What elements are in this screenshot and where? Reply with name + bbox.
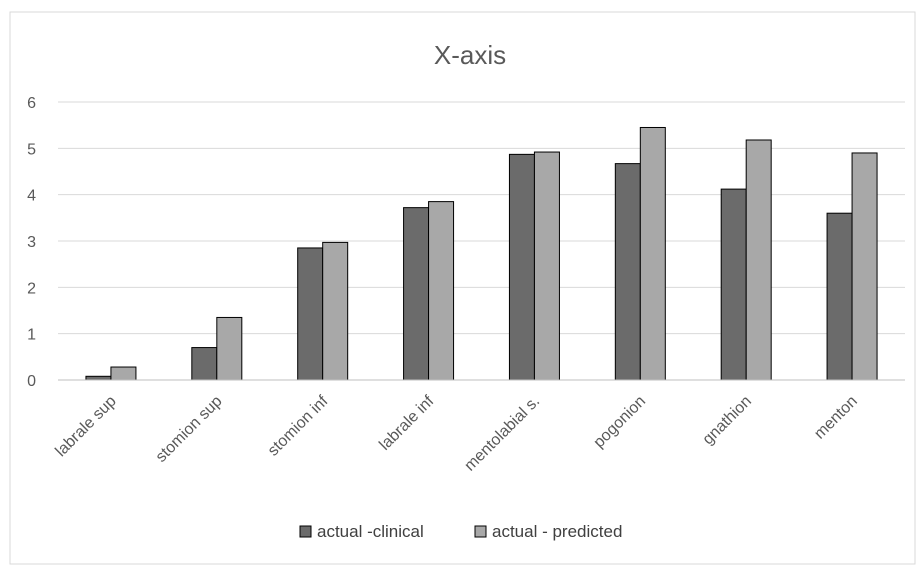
y-tick-label: 2 (27, 280, 36, 297)
bar-actual-predicted (745, 139, 772, 381)
bar-actual-clinical (191, 347, 218, 381)
bar-actual-clinical (85, 375, 112, 381)
bar-actual-predicted (216, 316, 243, 381)
y-tick-label: 0 (27, 373, 36, 390)
bars (85, 126, 878, 381)
bar-actual-clinical (508, 153, 535, 381)
bar-actual-predicted (322, 241, 349, 381)
bar-actual-predicted (533, 151, 560, 381)
legend: actual -clinical actual - predicted (299, 522, 622, 541)
chart-title: X-axis (434, 40, 506, 70)
y-tick-label: 3 (27, 234, 36, 251)
bar-actual-clinical (614, 163, 641, 381)
bar-actual-clinical (297, 247, 324, 381)
bar-actual-predicted (851, 152, 878, 381)
y-tick-label: 1 (27, 327, 36, 344)
bar-actual-predicted (110, 366, 137, 381)
y-axis-ticks: 0 1 2 3 4 5 6 (27, 95, 36, 390)
y-tick-label: 4 (27, 188, 36, 205)
bar-actual-predicted (639, 126, 666, 381)
chart-frame (9, 11, 916, 565)
legend-label: actual - predicted (492, 522, 622, 541)
y-tick-label: 6 (27, 95, 36, 112)
bar-actual-predicted (428, 201, 455, 381)
bar-actual-clinical (826, 212, 853, 381)
legend-swatch (474, 525, 487, 538)
legend-label: actual -clinical (317, 522, 424, 541)
y-tick-label: 5 (27, 141, 36, 158)
bar-actual-clinical (720, 188, 747, 381)
bar-actual-clinical (403, 207, 430, 381)
legend-swatch (299, 525, 312, 538)
